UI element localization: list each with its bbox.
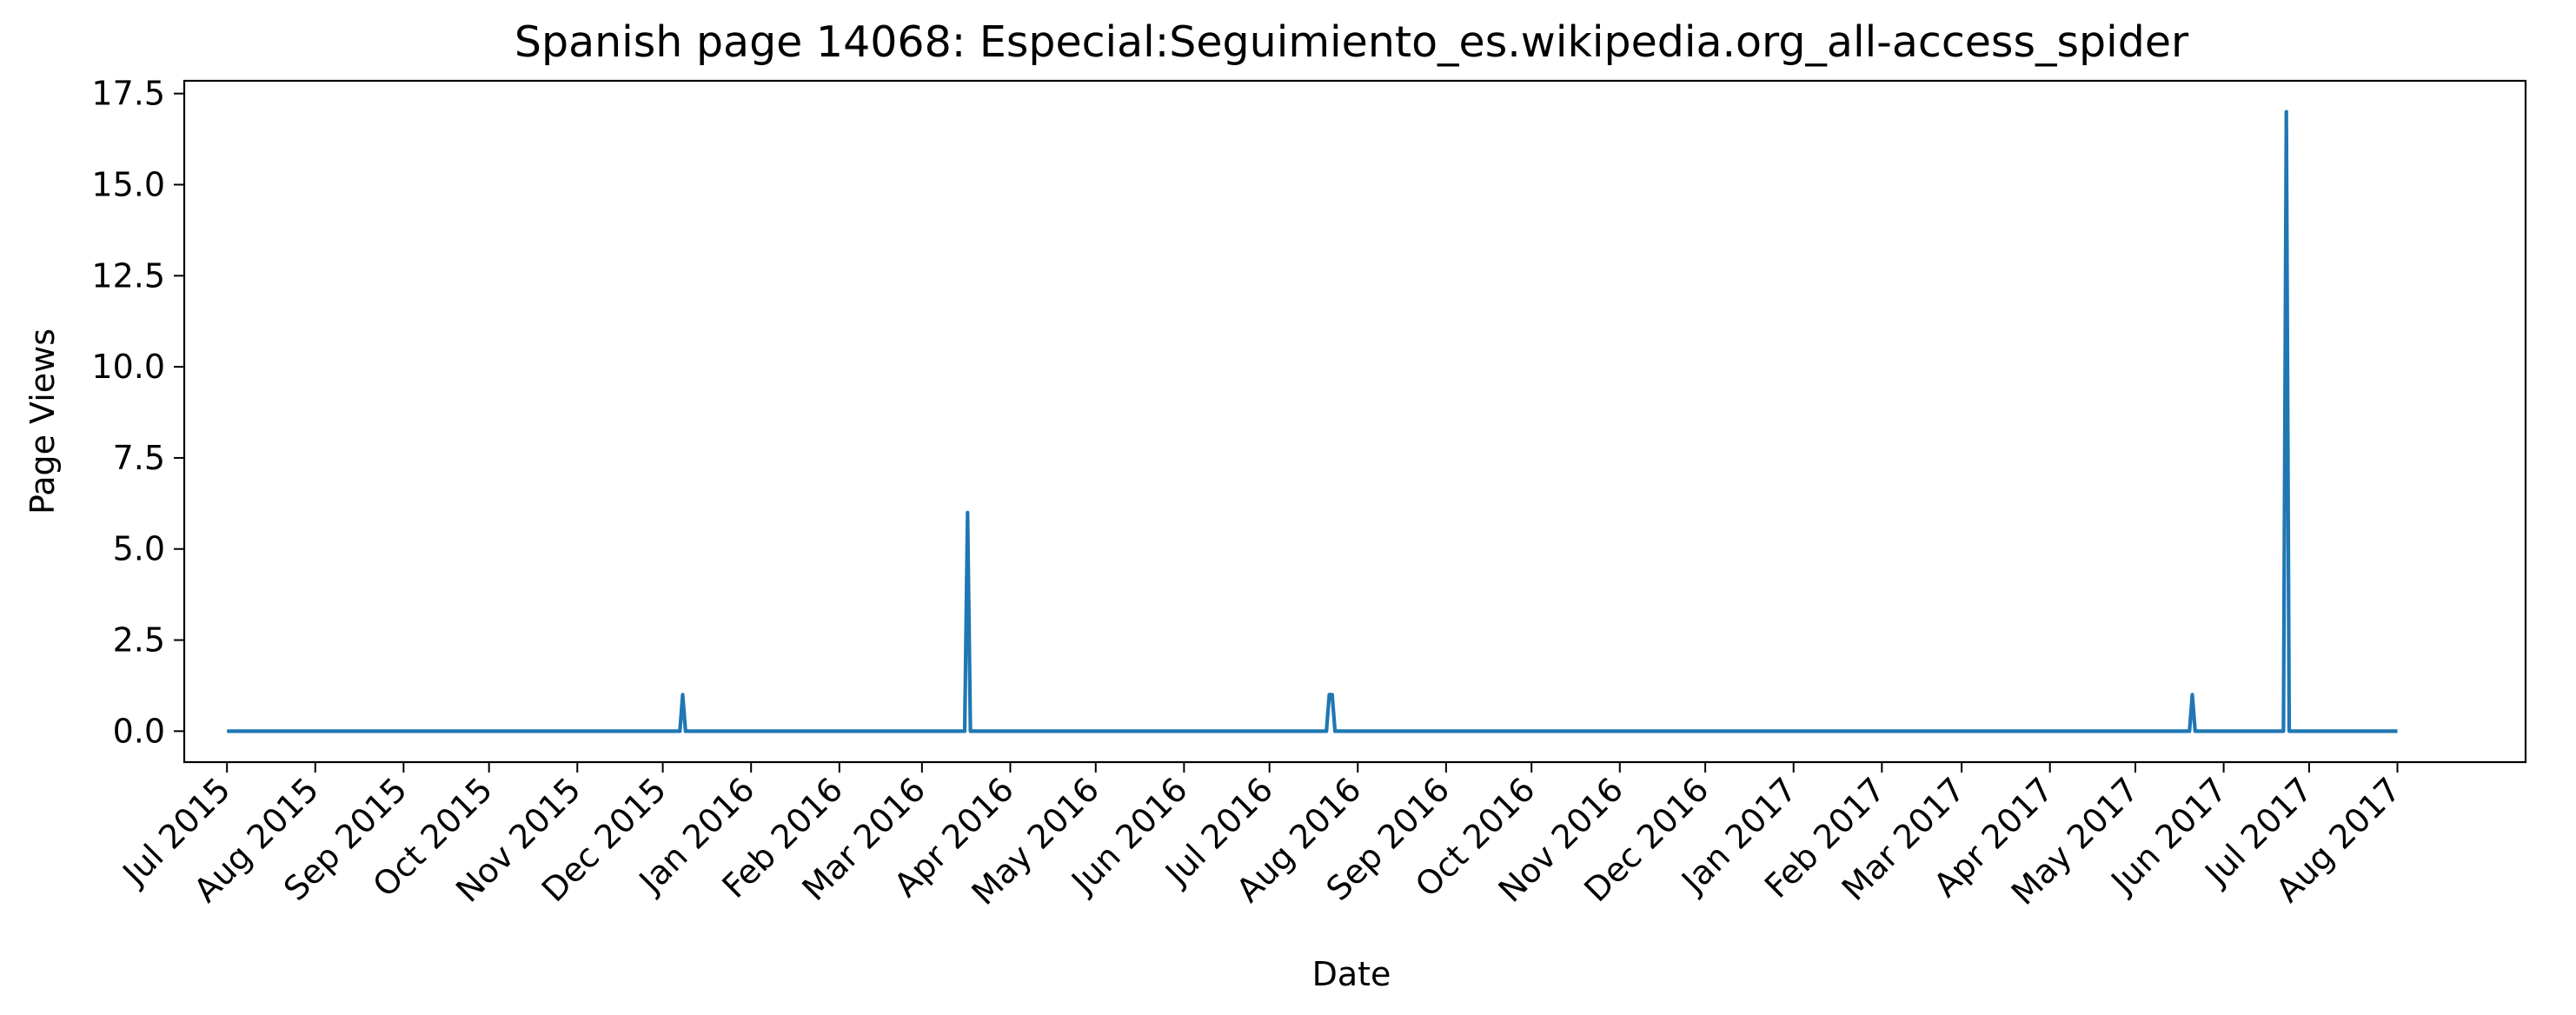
y-tick-label-7: 17.5 [91,75,165,113]
y-tick-label-3: 7.5 [113,439,165,477]
y-tick-label-5: 12.5 [91,256,165,295]
y-tick-label-0: 0.0 [113,712,165,750]
y-axis-label: Page Views [23,328,62,514]
series-line [227,109,2398,733]
y-tick-label-4: 10.0 [91,348,165,386]
y-tick-label-2: 5.0 [113,530,165,568]
chart-title: Spanish page 14068: Especial:Seguimiento… [515,17,2189,67]
y-tick-label-6: 15.0 [91,165,165,203]
axes-frame [183,79,2527,764]
y-tick-label-1: 2.5 [113,621,165,660]
x-axis-label: Date [1312,955,1391,993]
